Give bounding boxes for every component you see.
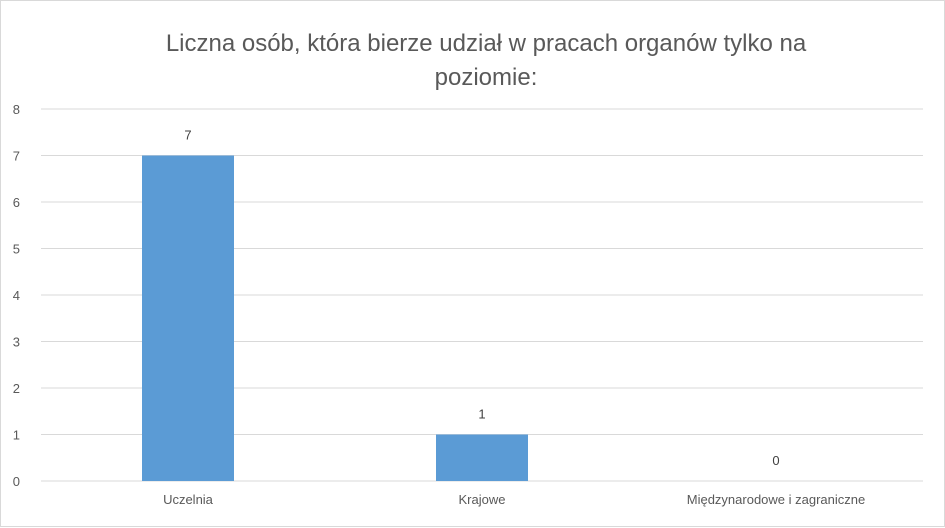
bar — [436, 434, 528, 481]
data-labels: 7 1 0 — [184, 128, 779, 469]
y-tick-label: 8 — [13, 102, 20, 117]
data-label: 0 — [772, 453, 779, 468]
x-category-label: Międzynarodowe i zagraniczne — [687, 492, 865, 507]
y-tick-label: 3 — [13, 335, 20, 350]
x-axis-categories: Uczelnia Krajowe Międzynarodowe i zagranic… — [163, 492, 865, 507]
y-tick-label: 7 — [13, 149, 20, 164]
y-tick-label: 5 — [13, 242, 20, 257]
y-tick-label: 1 — [13, 428, 20, 443]
bar — [142, 155, 234, 481]
x-category-label: Krajowe — [459, 492, 506, 507]
y-tick-label: 4 — [13, 288, 20, 303]
y-tick-label: 6 — [13, 195, 20, 210]
data-label: 1 — [478, 407, 485, 422]
y-tick-label: 0 — [13, 474, 20, 489]
data-label: 7 — [184, 128, 191, 143]
bars — [142, 155, 528, 481]
chart-title: Liczna osób, która bierze udział w praca… — [165, 30, 807, 91]
y-tick-label: 2 — [13, 381, 20, 396]
y-axis-ticks: 0 1 2 3 4 5 6 7 8 — [13, 102, 20, 489]
x-category-label: Uczelnia — [163, 492, 214, 507]
